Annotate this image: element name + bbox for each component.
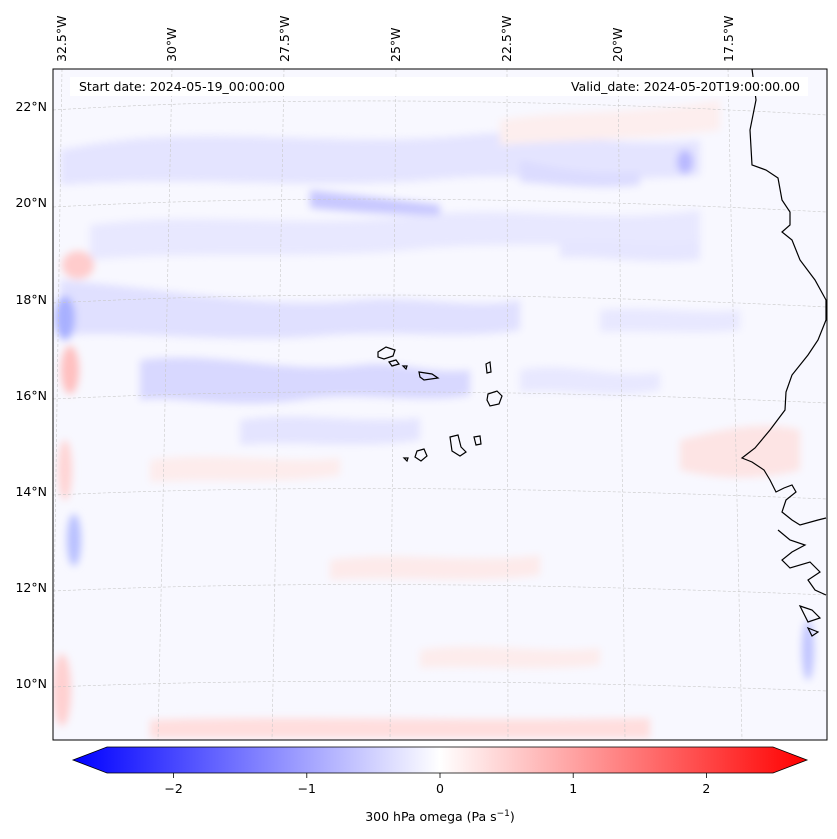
colorbar-label: 300 hPa omega (Pa s−1): [365, 809, 515, 824]
lat-label-18n: 18°N: [15, 292, 47, 307]
lat-label-10n: 10°N: [15, 676, 47, 691]
lat-label-20n: 20°N: [15, 195, 47, 210]
lon-label-25w: 25°W: [388, 27, 403, 62]
lat-label-12n: 12°N: [15, 580, 47, 595]
africa-coastline: [740, 69, 827, 526]
lon-label-22-5w: 22.5°W: [499, 16, 514, 62]
lon-label-20w: 20°W: [610, 27, 625, 62]
omega-contours: [53, 100, 814, 738]
island-santiago: [449, 434, 467, 457]
lat-label-16n: 16°N: [15, 388, 47, 403]
colorbar-body: [71, 746, 809, 774]
island-fogo: [414, 448, 428, 462]
colorbar-tick-label: −1: [298, 781, 316, 796]
island-sao-vicente: [387, 359, 401, 367]
valid-date-label: Valid_date: 2024-05-20T19:00:00.00: [571, 79, 800, 94]
info-banner: [70, 77, 808, 96]
longitude-labels: 32.5°W 30°W 27.5°W 25°W 22.5°W 20°W 17.5…: [54, 16, 736, 62]
lon-label-27-5w: 27.5°W: [277, 16, 292, 62]
colorbar-tick-label: 1: [569, 781, 577, 796]
lon-label-17-5w: 17.5°W: [721, 16, 736, 62]
cabo-verde-islands: [377, 346, 503, 463]
colorbar-ticks: −2 −1 0 1 2: [164, 773, 710, 796]
lat-label-22n: 22°N: [15, 99, 47, 114]
colorbar-tick-label: 2: [702, 781, 710, 796]
gridlines: [53, 69, 827, 740]
start-date-label: Start date: 2024-05-19_00:00:00: [79, 79, 285, 94]
omega-field: Start date: 2024-05-19_00:00:00 Valid_da…: [53, 69, 827, 740]
island-brava: [402, 457, 409, 463]
latitude-labels: 22°N 20°N 18°N 16°N 14°N 12°N 10°N: [15, 99, 47, 691]
island-sao-nicolau: [418, 371, 440, 381]
colorbar: −2 −1 0 1 2 300 hPa omega (Pa s−1): [71, 746, 809, 824]
lon-label-30w: 30°W: [164, 27, 179, 62]
island-boa-vista: [486, 390, 503, 407]
coastline: [740, 69, 827, 637]
colorbar-tick-label: −2: [164, 781, 182, 796]
lat-label-14n: 14°N: [15, 484, 47, 499]
lon-label-32-5w: 32.5°W: [54, 16, 69, 62]
colorbar-tick-label: 0: [436, 781, 444, 796]
island-santo-antao: [377, 346, 396, 360]
island-maio: [473, 435, 482, 446]
island-sal: [485, 361, 492, 374]
map-frame: [52, 68, 828, 741]
island-santa-luzia: [401, 365, 408, 371]
